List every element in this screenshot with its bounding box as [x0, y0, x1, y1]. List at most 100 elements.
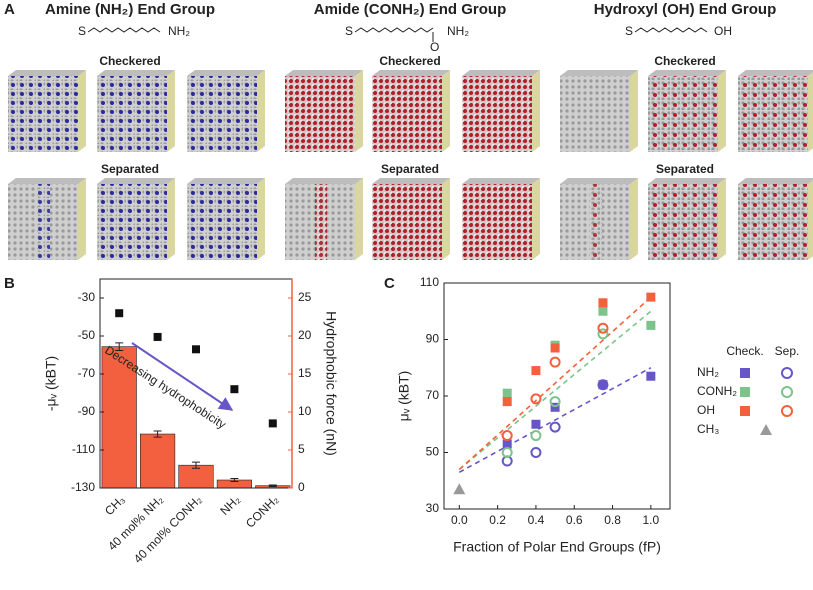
y2-tick-label: 0	[298, 480, 305, 494]
point	[501, 447, 513, 458]
y2-tick-label: 10	[298, 404, 312, 418]
arrangement-label: Separated	[656, 162, 714, 176]
axis-frame	[443, 282, 671, 510]
error-bar	[115, 342, 124, 351]
point	[550, 343, 560, 353]
block-top	[285, 178, 363, 184]
legend-label: CONH₂	[697, 384, 737, 398]
error-bar	[192, 461, 200, 469]
point	[550, 402, 560, 412]
simulation-block	[462, 184, 532, 260]
point	[549, 421, 561, 433]
block-side	[355, 178, 363, 260]
bar	[101, 346, 137, 489]
x-tick-label: 1.0	[643, 513, 660, 527]
block-side	[442, 70, 450, 152]
x-tick-label: CONH₂	[243, 492, 281, 530]
legend-label: CH₃	[697, 422, 719, 436]
block-top	[738, 70, 813, 76]
point	[192, 345, 200, 354]
block-side	[630, 70, 638, 152]
chain	[354, 27, 434, 42]
point	[531, 366, 541, 376]
y2-tick-label: 20	[298, 328, 312, 342]
block-top	[372, 178, 450, 184]
block-top	[648, 178, 726, 184]
point	[597, 328, 609, 340]
block-top	[560, 70, 638, 76]
x-axis-label: Fraction of Polar End Groups (fP)	[453, 539, 661, 555]
arrangement-label: Separated	[101, 162, 159, 176]
block-side	[808, 180, 813, 260]
simulation-block	[648, 76, 718, 152]
formula-atom: O	[430, 40, 439, 54]
point	[530, 393, 542, 405]
legend-label: OH	[697, 403, 715, 417]
legend-marker	[740, 387, 750, 397]
y-tick-label: -130	[71, 480, 95, 494]
simulation-block	[187, 184, 257, 260]
point	[531, 419, 541, 429]
error-bar	[268, 484, 277, 487]
point	[598, 306, 608, 316]
x-tick-label: 40 mol% CONH₂	[131, 492, 205, 566]
legend-marker	[740, 406, 750, 416]
x-tick-label: 0.2	[489, 513, 506, 527]
separation-band	[590, 184, 602, 260]
separation-band	[130, 184, 142, 260]
panel-letter: C	[384, 275, 395, 292]
legend-header: Check.	[726, 344, 763, 358]
block-top	[8, 70, 86, 76]
group-title: Amide (CONH₂) End Group	[314, 1, 507, 18]
point	[597, 379, 609, 391]
simulation-block	[462, 76, 532, 152]
separation-band	[405, 184, 417, 260]
point	[268, 419, 277, 428]
point	[598, 380, 608, 390]
point	[597, 322, 609, 334]
block-side	[442, 178, 450, 260]
block-top	[187, 70, 265, 76]
legend-marker	[781, 405, 793, 417]
block-side	[78, 178, 86, 260]
block-side	[532, 70, 540, 152]
simulation-block	[187, 76, 257, 152]
y-axis-label: -μᵥ (kBT)	[43, 356, 59, 411]
point	[153, 332, 162, 341]
block-top	[462, 178, 540, 184]
simulation-block	[8, 76, 78, 152]
y-tick-label: 110	[420, 275, 439, 289]
block-side	[718, 178, 726, 260]
separation-band	[498, 184, 510, 260]
formula-atom: NH₂	[447, 24, 469, 38]
x-tick-label: NH₂	[217, 492, 243, 518]
point	[646, 371, 656, 381]
point	[502, 397, 512, 407]
bar	[140, 433, 176, 489]
arrangement-label: Checkered	[379, 54, 440, 68]
arrangement-label: Checkered	[654, 54, 715, 68]
block-side	[718, 70, 726, 152]
annotation-arrow	[131, 342, 234, 411]
x-tick-label: 0.0	[451, 513, 468, 527]
chain	[634, 27, 708, 33]
separation-band	[774, 184, 786, 260]
block-top	[8, 178, 86, 184]
block-side	[257, 178, 265, 260]
y-tick-label: 90	[426, 332, 440, 346]
group-title: Amine (NH₂) End Group	[45, 1, 215, 18]
y-tick-label: 30	[426, 501, 440, 515]
y-tick-label: -50	[78, 328, 96, 342]
simulation-block	[285, 76, 355, 152]
point	[549, 356, 561, 368]
block-side	[355, 70, 363, 152]
x-tick-label: 0.6	[566, 513, 583, 527]
formula-atom: S	[78, 24, 86, 38]
legend-marker	[781, 367, 793, 379]
fit-line	[458, 367, 652, 473]
legend-header: Sep.	[775, 344, 800, 358]
y-tick-label: 70	[426, 388, 440, 402]
formula-atom: NH₂	[168, 24, 190, 38]
